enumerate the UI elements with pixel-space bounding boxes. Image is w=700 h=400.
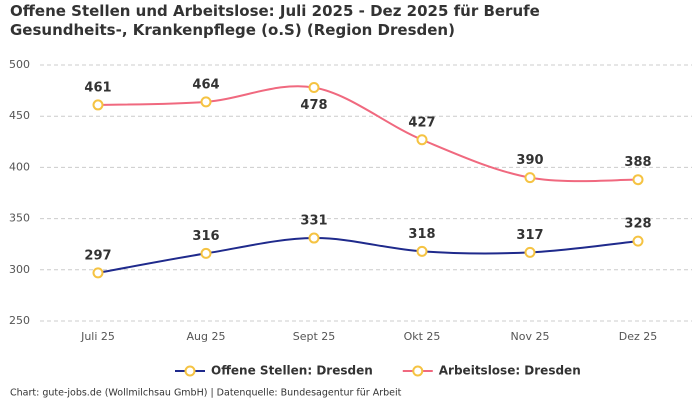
y-tick-label: 400 [9, 160, 30, 173]
y-tick-label: 350 [9, 212, 30, 225]
y-tick-label: 450 [9, 109, 30, 122]
y-tick-label: 250 [9, 314, 30, 327]
marker [92, 267, 104, 279]
line [97, 85, 639, 183]
marker [200, 247, 212, 259]
data-label: 317 [516, 228, 543, 243]
data-label: 464 [192, 77, 219, 92]
data-label: 390 [516, 153, 543, 168]
data-label: 318 [408, 227, 435, 242]
data-label: 388 [624, 155, 651, 170]
data-label: 461 [84, 80, 111, 95]
data-label: 478 [300, 98, 327, 113]
legend-marker [412, 365, 424, 377]
footer: Chart: gute-jobs.de (Wollmilchsau GmbH) … [10, 388, 402, 399]
marker [632, 174, 644, 186]
marker [524, 246, 536, 258]
line [97, 237, 639, 274]
data-label: 316 [192, 229, 219, 244]
x-tick-label: Juli 25 [80, 330, 115, 343]
data-label: 328 [624, 217, 651, 232]
marker [308, 82, 320, 94]
marker [308, 232, 320, 244]
legend-label: Offene Stellen: Dresden [211, 364, 373, 378]
data-label: 297 [84, 248, 111, 263]
marker [92, 99, 104, 111]
y-tick-label: 300 [9, 263, 30, 276]
marker [416, 134, 428, 146]
x-tick-label: Sept 25 [293, 330, 336, 343]
x-tick-label: Okt 25 [404, 330, 441, 343]
x-tick-label: Aug 25 [187, 330, 226, 343]
x-tick-label: Dez 25 [619, 330, 658, 343]
x-tick-label: Nov 25 [511, 330, 550, 343]
marker [416, 245, 428, 257]
data-label: 331 [300, 214, 327, 229]
marker [524, 172, 536, 184]
marker [200, 96, 212, 108]
chart-title: Offene Stellen und Arbeitslose: Juli 202… [10, 2, 540, 39]
y-tick-label: 500 [9, 58, 30, 71]
legend-label: Arbeitslose: Dresden [439, 364, 581, 378]
data-label: 427 [408, 115, 435, 130]
legend-marker [184, 365, 196, 377]
marker [632, 235, 644, 247]
